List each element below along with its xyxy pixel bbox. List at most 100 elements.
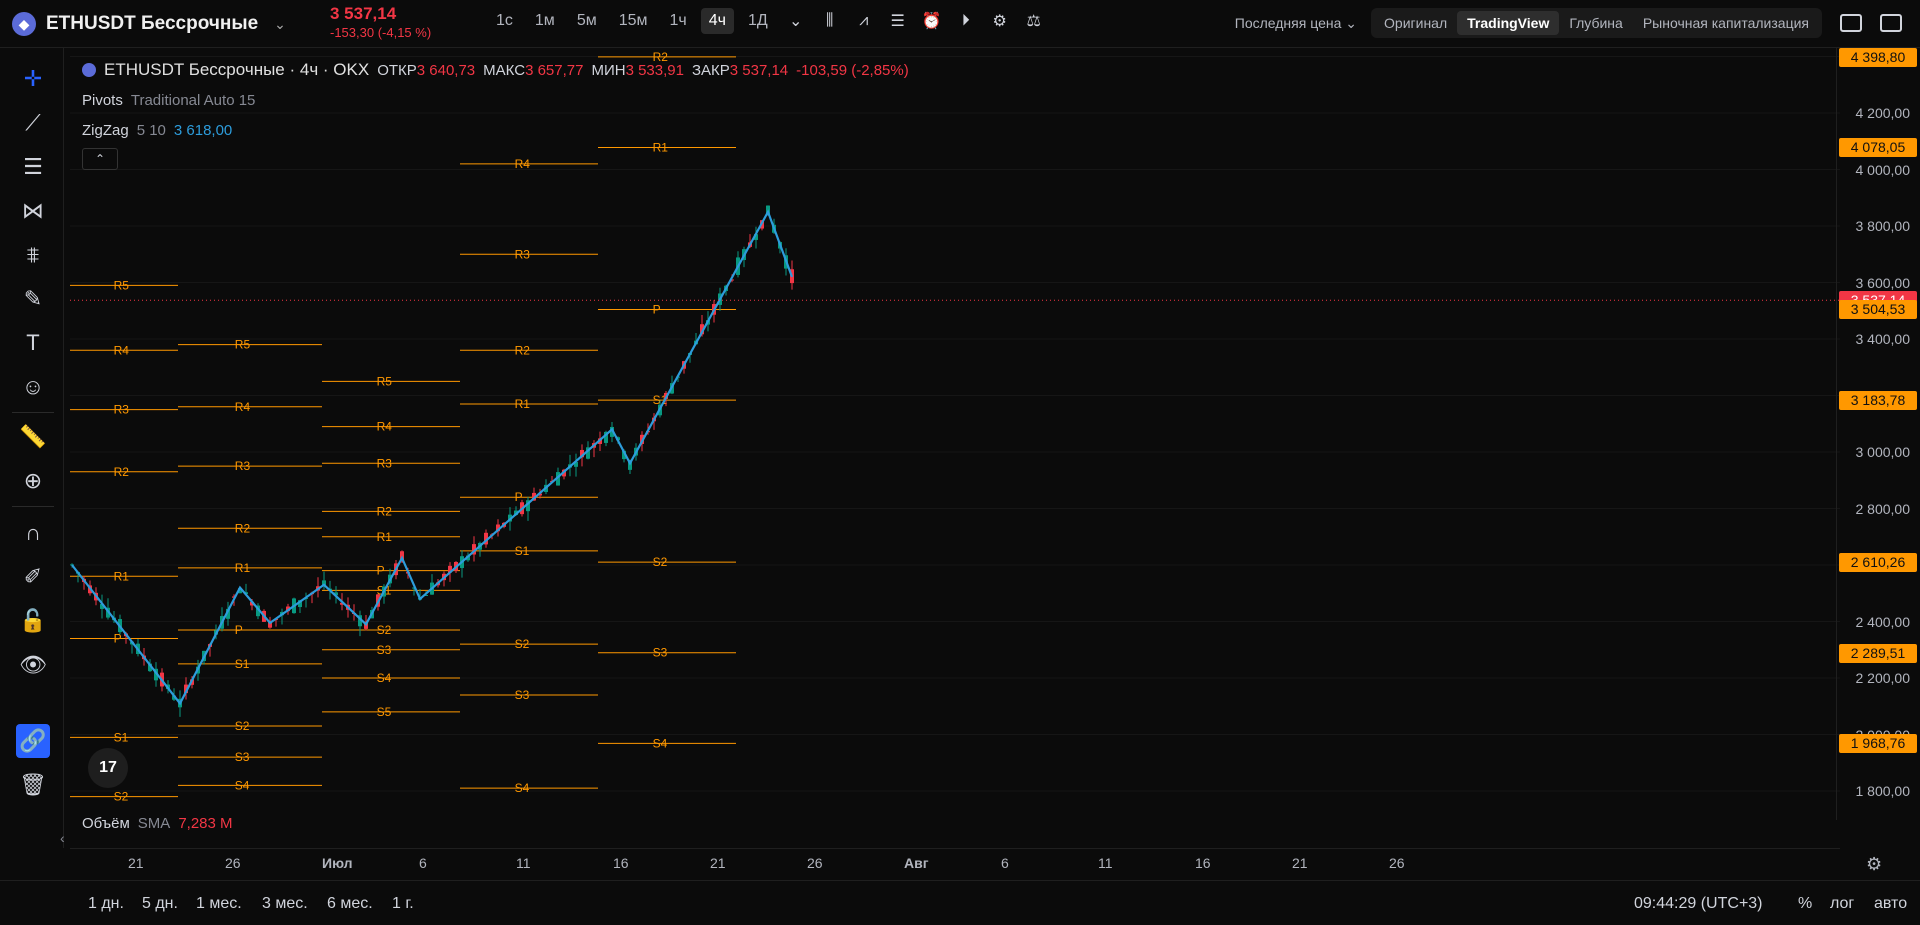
- candle-body: [604, 431, 608, 443]
- zigzag-value: 3 618,00: [173, 121, 233, 139]
- price-tick-label: 2 200,00: [1855, 670, 1911, 686]
- time-label: 26: [1389, 855, 1405, 871]
- lock-drawings-icon[interactable]: ✐: [23, 564, 43, 589]
- range-1y[interactable]: 1 г.: [392, 895, 414, 912]
- toolbar-divider: [12, 412, 54, 413]
- candle-body: [622, 450, 626, 460]
- pivot-level-label: R2: [114, 465, 130, 479]
- tab-original[interactable]: Оригинал: [1384, 15, 1448, 31]
- pivot-level-label: S3: [377, 643, 392, 657]
- legend-zigzag-row[interactable]: ZigZag 5 10 3 618,00: [82, 118, 909, 142]
- price-tick-label: 2 400,00: [1855, 613, 1911, 630]
- volume-sma: SMA: [137, 815, 171, 832]
- pivot-level-label: P: [653, 302, 661, 316]
- time-label: Июл: [322, 855, 353, 871]
- tab-depth[interactable]: Глубина: [1569, 15, 1623, 31]
- price-type-select[interactable]: Последняя цена ⌄: [1234, 14, 1358, 31]
- popout-icon[interactable]: [1880, 14, 1902, 32]
- chart-legend: ETHUSDT Бессрочные · 4ч · OKX ОТКР 3 640,…: [82, 58, 909, 170]
- interval-15m[interactable]: 15м: [618, 12, 648, 29]
- candle-body: [250, 601, 254, 606]
- candle-body: [448, 565, 452, 573]
- pivot-level-label: S3: [653, 646, 668, 660]
- magnet-icon[interactable]: ∩: [25, 520, 41, 545]
- gear-icon[interactable]: ⚙: [992, 13, 1007, 30]
- candle-body: [574, 462, 578, 467]
- tab-tradingview[interactable]: TradingView: [1457, 11, 1560, 35]
- chevron-down-icon[interactable]: ⌄: [789, 13, 803, 30]
- price-scale[interactable]: 4 200,00 4 000,00 3 800,00 3 600,00 3 400,00…: [1836, 47, 1920, 820]
- replay-icon[interactable]: ⏵: [961, 12, 970, 29]
- log-toggle[interactable]: лог: [1830, 895, 1855, 912]
- pivot-level-label: S1: [515, 544, 530, 558]
- percent-toggle[interactable]: %: [1798, 895, 1813, 912]
- range-5d[interactable]: 5 дн.: [142, 895, 178, 912]
- pivot-level-label: R3: [235, 459, 251, 473]
- interval-1m[interactable]: 1м: [534, 12, 555, 29]
- high-label: МАКС: [483, 61, 526, 79]
- forecast-icon[interactable]: ⩨: [26, 242, 40, 267]
- range-3m[interactable]: 3 мес.: [262, 895, 308, 912]
- pivot-level-label: S4: [515, 781, 530, 795]
- templates-icon[interactable]: ☰: [890, 13, 905, 30]
- volume-legend[interactable]: Объём SMA 7,283 M: [82, 815, 233, 832]
- close-label: ЗАКР: [691, 61, 730, 79]
- trash-icon[interactable]: 🗑: [19, 772, 47, 797]
- chart-area[interactable]: R5 R4 R3 R2 R1 P S1 S2 R5 R4 R3 R2 R1 P S1 S2 S3 S4 R5 R4 R3…: [70, 48, 1840, 820]
- crosshair-icon[interactable]: ✛: [23, 66, 43, 91]
- drawing-toolbar: ✛ ⟋ ☰ ⋈ ⩨ ✎ T ☺ 📏 ⊕ ∩ ✐ 🔓 👁 🔗 🗑: [0, 48, 64, 848]
- price-tick-label: 1 800,00: [1855, 783, 1911, 799]
- time-label: 26: [225, 855, 241, 871]
- symbol-selector[interactable]: ◆ ETHUSDT Бессрочные ⌄: [12, 0, 286, 48]
- price-change: -153,30 (-4,15 %): [330, 25, 432, 40]
- candle-body: [148, 663, 152, 672]
- interval-1h[interactable]: 1ч: [669, 12, 687, 29]
- candles-icon[interactable]: ⫼: [826, 12, 834, 29]
- price-tick-label: 3 800,00: [1855, 218, 1911, 234]
- tradingview-logo[interactable]: 17: [88, 748, 128, 788]
- candle-body: [496, 524, 500, 532]
- range-1d[interactable]: 1 дн.: [88, 895, 124, 912]
- time-axis[interactable]: 21 26 Июл 6 11 16 21 26 Авг 6 11 16 21 26: [70, 848, 1840, 878]
- pivot-level-label: S2: [377, 623, 392, 637]
- fib-icon[interactable]: ☰: [23, 154, 43, 179]
- interval-4h[interactable]: 4ч: [700, 8, 734, 34]
- alert-icon[interactable]: ⏰: [921, 13, 942, 30]
- pivots-params: Traditional Auto 15: [130, 91, 256, 109]
- pivot-level-label: R1: [377, 530, 393, 544]
- interval-bar: 1с 1м 5м 15м 1ч 4ч 1Д ⌄ ⫼ ⩘ ☰ ⏰ ⏵ ⚙ ⚖: [488, 8, 1048, 34]
- clock[interactable]: 09:44:29 (UTC+3): [1634, 895, 1763, 912]
- collapse-legend-button[interactable]: ⌃: [82, 148, 118, 170]
- zoom-in-icon[interactable]: ⊕: [23, 468, 43, 493]
- legend-pivots-row[interactable]: Pivots Traditional Auto 15: [82, 88, 909, 112]
- brush-icon[interactable]: ✎: [23, 286, 43, 311]
- candle-body: [538, 493, 542, 496]
- eye-icon[interactable]: 👁: [19, 652, 47, 677]
- interval-5m[interactable]: 5м: [576, 12, 597, 29]
- interval-1d[interactable]: 1Д: [747, 12, 768, 29]
- pivot-level-label: R2: [377, 504, 393, 518]
- interval-1s[interactable]: 1с: [496, 12, 513, 29]
- collapse-toolbar-icon[interactable]: ‹: [60, 830, 65, 846]
- lock-icon[interactable]: 🔓: [19, 608, 47, 633]
- pivot-level-label: R5: [377, 374, 393, 388]
- top-right-controls: Последняя цена ⌄ Оригинал TradingView Гл…: [1235, 0, 1920, 46]
- scales-icon[interactable]: ⚖: [1026, 13, 1041, 30]
- range-1m[interactable]: 1 мес.: [196, 895, 242, 912]
- indicators-icon[interactable]: ⩘: [859, 12, 869, 29]
- range-6m[interactable]: 6 мес.: [327, 895, 373, 912]
- auto-toggle[interactable]: авто: [1874, 895, 1908, 912]
- pivot-level-label: S3: [235, 750, 250, 764]
- emoji-icon[interactable]: ☺: [21, 374, 45, 399]
- gear-icon[interactable]: ⚙: [1866, 854, 1883, 874]
- fullscreen-icon[interactable]: [1840, 14, 1862, 32]
- ethereum-icon: ◆: [12, 12, 36, 36]
- link-icon[interactable]: 🔗: [16, 724, 50, 758]
- text-icon[interactable]: T: [26, 330, 40, 355]
- price-tag: 3 504,53: [1839, 300, 1917, 320]
- candle-body: [172, 695, 176, 700]
- tab-market-cap[interactable]: Рыночная капитализация: [1642, 15, 1809, 31]
- ruler-icon[interactable]: 📏: [19, 424, 47, 449]
- pattern-icon[interactable]: ⋈: [22, 198, 44, 223]
- trendline-icon[interactable]: ⟋: [25, 110, 41, 135]
